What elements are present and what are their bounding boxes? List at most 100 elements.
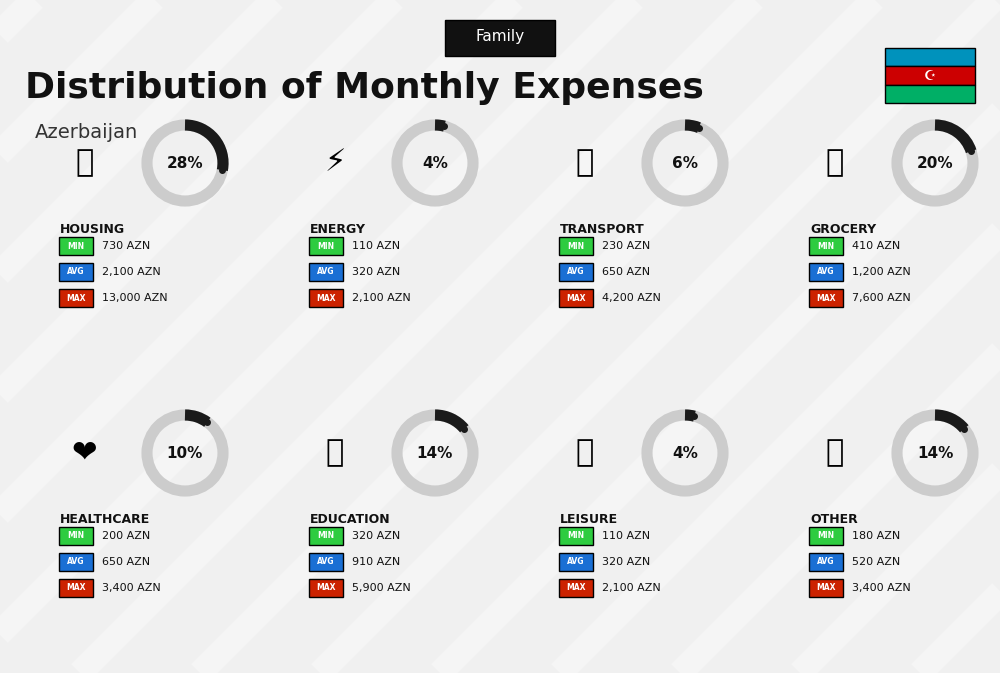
Text: EDUCATION: EDUCATION [310, 513, 391, 526]
Text: AVG: AVG [567, 267, 585, 277]
FancyBboxPatch shape [309, 289, 343, 308]
Text: MIN: MIN [567, 242, 585, 250]
FancyBboxPatch shape [309, 237, 343, 255]
Text: 13,000 AZN: 13,000 AZN [102, 293, 168, 303]
Text: 4%: 4% [422, 155, 448, 170]
Text: Azerbaijan: Azerbaijan [35, 124, 138, 143]
Text: 230 AZN: 230 AZN [602, 241, 650, 251]
Text: 520 AZN: 520 AZN [852, 557, 900, 567]
Text: 6%: 6% [672, 155, 698, 170]
Text: MIN: MIN [817, 242, 835, 250]
Text: AVG: AVG [817, 557, 835, 567]
Text: 180 AZN: 180 AZN [852, 531, 900, 541]
Text: 320 AZN: 320 AZN [602, 557, 650, 567]
Text: 110 AZN: 110 AZN [602, 531, 650, 541]
Text: 🛍️: 🛍️ [576, 439, 594, 468]
Text: LEISURE: LEISURE [560, 513, 618, 526]
Text: Distribution of Monthly Expenses: Distribution of Monthly Expenses [25, 71, 704, 105]
Text: MIN: MIN [817, 532, 835, 540]
Text: MIN: MIN [67, 532, 85, 540]
Text: 14%: 14% [417, 446, 453, 460]
Text: MAX: MAX [66, 293, 86, 302]
Text: HEALTHCARE: HEALTHCARE [60, 513, 150, 526]
FancyBboxPatch shape [59, 553, 93, 571]
FancyBboxPatch shape [809, 579, 843, 597]
FancyBboxPatch shape [59, 289, 93, 308]
Text: OTHER: OTHER [810, 513, 858, 526]
Text: AVG: AVG [317, 557, 335, 567]
Text: ❤️: ❤️ [72, 439, 98, 468]
Text: ☪: ☪ [924, 69, 936, 83]
Text: 650 AZN: 650 AZN [602, 267, 650, 277]
FancyBboxPatch shape [59, 262, 93, 281]
FancyBboxPatch shape [309, 262, 343, 281]
FancyBboxPatch shape [885, 48, 975, 67]
FancyBboxPatch shape [309, 527, 343, 545]
FancyBboxPatch shape [309, 579, 343, 597]
Text: 🚌: 🚌 [576, 149, 594, 178]
Text: MAX: MAX [816, 293, 836, 302]
Text: 730 AZN: 730 AZN [102, 241, 150, 251]
Text: MIN: MIN [317, 532, 335, 540]
FancyBboxPatch shape [885, 85, 975, 103]
Text: MAX: MAX [816, 583, 836, 592]
Text: 110 AZN: 110 AZN [352, 241, 400, 251]
Text: AVG: AVG [67, 557, 85, 567]
Text: 1,200 AZN: 1,200 AZN [852, 267, 911, 277]
FancyBboxPatch shape [809, 527, 843, 545]
Text: 🛒: 🛒 [826, 149, 844, 178]
Text: 🎓: 🎓 [326, 439, 344, 468]
FancyBboxPatch shape [809, 289, 843, 308]
Text: MAX: MAX [66, 583, 86, 592]
Text: 2,100 AZN: 2,100 AZN [352, 293, 411, 303]
Text: MAX: MAX [566, 583, 586, 592]
Text: HOUSING: HOUSING [60, 223, 125, 236]
Text: 20%: 20% [917, 155, 953, 170]
Text: GROCERY: GROCERY [810, 223, 876, 236]
FancyBboxPatch shape [559, 237, 593, 255]
FancyBboxPatch shape [885, 67, 975, 85]
Text: Family: Family [475, 30, 525, 44]
Text: 200 AZN: 200 AZN [102, 531, 150, 541]
Text: 320 AZN: 320 AZN [352, 267, 400, 277]
Text: 320 AZN: 320 AZN [352, 531, 400, 541]
Text: 4%: 4% [672, 446, 698, 460]
FancyBboxPatch shape [59, 237, 93, 255]
Text: 5,900 AZN: 5,900 AZN [352, 583, 411, 593]
Text: AVG: AVG [817, 267, 835, 277]
Text: MIN: MIN [67, 242, 85, 250]
FancyBboxPatch shape [559, 553, 593, 571]
FancyBboxPatch shape [559, 579, 593, 597]
Text: ⚡: ⚡ [324, 149, 346, 178]
FancyBboxPatch shape [445, 20, 555, 56]
FancyBboxPatch shape [559, 262, 593, 281]
Text: 410 AZN: 410 AZN [852, 241, 900, 251]
Text: 650 AZN: 650 AZN [102, 557, 150, 567]
FancyBboxPatch shape [559, 527, 593, 545]
Text: 3,400 AZN: 3,400 AZN [852, 583, 911, 593]
Text: 28%: 28% [167, 155, 203, 170]
FancyBboxPatch shape [559, 289, 593, 308]
Text: 910 AZN: 910 AZN [352, 557, 400, 567]
Text: AVG: AVG [67, 267, 85, 277]
Text: 2,100 AZN: 2,100 AZN [602, 583, 661, 593]
Text: AVG: AVG [317, 267, 335, 277]
Text: ENERGY: ENERGY [310, 223, 366, 236]
FancyBboxPatch shape [309, 553, 343, 571]
Text: AVG: AVG [567, 557, 585, 567]
Text: MIN: MIN [567, 532, 585, 540]
Text: 10%: 10% [167, 446, 203, 460]
Text: 4,200 AZN: 4,200 AZN [602, 293, 661, 303]
Text: 14%: 14% [917, 446, 953, 460]
FancyBboxPatch shape [59, 527, 93, 545]
FancyBboxPatch shape [809, 262, 843, 281]
Text: MIN: MIN [317, 242, 335, 250]
Text: 🏢: 🏢 [76, 149, 94, 178]
FancyBboxPatch shape [59, 579, 93, 597]
Text: 👛: 👛 [826, 439, 844, 468]
Text: MAX: MAX [566, 293, 586, 302]
Text: MAX: MAX [316, 293, 336, 302]
Text: 3,400 AZN: 3,400 AZN [102, 583, 161, 593]
FancyBboxPatch shape [809, 553, 843, 571]
FancyBboxPatch shape [809, 237, 843, 255]
